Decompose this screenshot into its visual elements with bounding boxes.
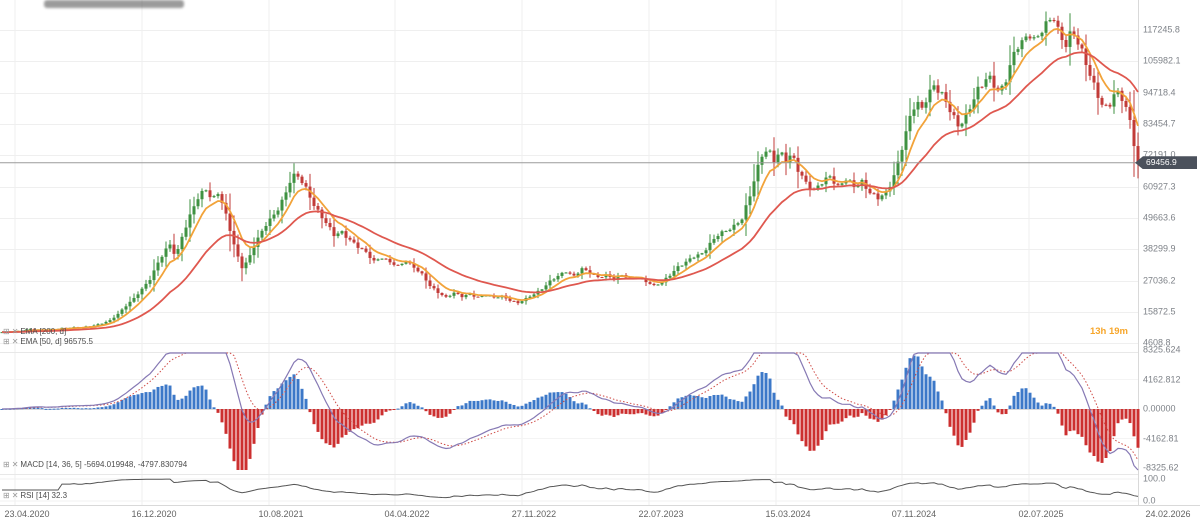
grid-icon[interactable]: ⊞ [3, 337, 10, 346]
grid-icon[interactable]: ⊞ [3, 460, 10, 469]
x-axis-date-label: 24.02.2026 [1145, 509, 1191, 519]
x-axis-date-label: 15.03.2024 [765, 509, 811, 519]
price-axis-label: 60927.3 [1143, 181, 1176, 191]
price-axis-label: 94718.4 [1143, 87, 1176, 98]
x-axis-date-label: 10.08.2021 [258, 509, 304, 519]
macd-axis-label: -4162.81 [1143, 433, 1179, 443]
x-axis-date-label: 27.11.2022 [511, 509, 557, 519]
macd-axis-label: 8325.624 [1143, 344, 1181, 355]
close-icon[interactable]: ✕ [11, 491, 19, 500]
x-axis-date-label: 22.07.2023 [638, 509, 684, 519]
clipped-symbol-title [44, 0, 184, 8]
legend-rsi: ⊞ ✕ RSI [14] 32.3 [3, 491, 67, 500]
legend-ema-slow: ⊞ ✕ EMA [200, d] [3, 327, 66, 336]
x-axis-date-label: 16.12.2020 [131, 509, 177, 519]
close-icon[interactable]: ✕ [11, 327, 19, 336]
price-axis-label: 72191.0 [1143, 149, 1176, 160]
price-axis-label: 117245.8 [1143, 24, 1180, 35]
x-axis-date-label: 07.11.2024 [891, 509, 937, 519]
close-icon[interactable]: ✕ [11, 460, 19, 469]
price-axis-label: 15872.5 [1143, 306, 1176, 317]
price-axis-label: 105982.1 [1143, 55, 1181, 66]
macd-axis-label: 0.00000 [1143, 403, 1176, 414]
x-axis-date-label: 02.07.2025 [1018, 509, 1064, 519]
candle-countdown-timer: 13h 19m [1089, 326, 1128, 337]
legend-macd: ⊞ ✕ MACD [14, 36, 5] -5694.019948, -4797.8… [3, 460, 187, 469]
legend-ema-fast: ⊞ ✕ EMA [50, d] 96575.5 [3, 337, 93, 346]
x-axis-date-label: 23.04.2020 [4, 509, 50, 519]
price-axis-label: 38299.9 [1143, 243, 1176, 254]
macd-axis-label: 4162.812 [1143, 374, 1181, 384]
macd-label: MACD [14, 36, 5] -5694.019948, -4797.830… [20, 460, 188, 469]
current-price-badge: 69456.9 [1135, 156, 1197, 170]
close-icon[interactable]: ✕ [11, 337, 19, 346]
price-axis-label: 4608.8 [1143, 337, 1171, 348]
price-axis-label: 49663.6 [1143, 212, 1176, 223]
ema-fast-label: EMA [50, d] 96575.5 [20, 337, 93, 346]
price-axis-label: 83454.7 [1143, 118, 1176, 129]
rsi-label: RSI [14] 32.3 [20, 491, 68, 500]
rsi-axis-label: 100.0 [1143, 473, 1166, 484]
macd-axis-label: -8325.62 [1143, 462, 1179, 473]
price-axis-label: 27036.2 [1143, 275, 1176, 286]
x-axis-date-label: 04.04.2022 [384, 509, 430, 519]
grid-icon[interactable]: ⊞ [3, 327, 10, 336]
rsi-axis-label: 0.0 [1143, 495, 1156, 506]
ema-slow-label: EMA [200, d] [20, 327, 67, 336]
grid-icon[interactable]: ⊞ [3, 491, 10, 500]
